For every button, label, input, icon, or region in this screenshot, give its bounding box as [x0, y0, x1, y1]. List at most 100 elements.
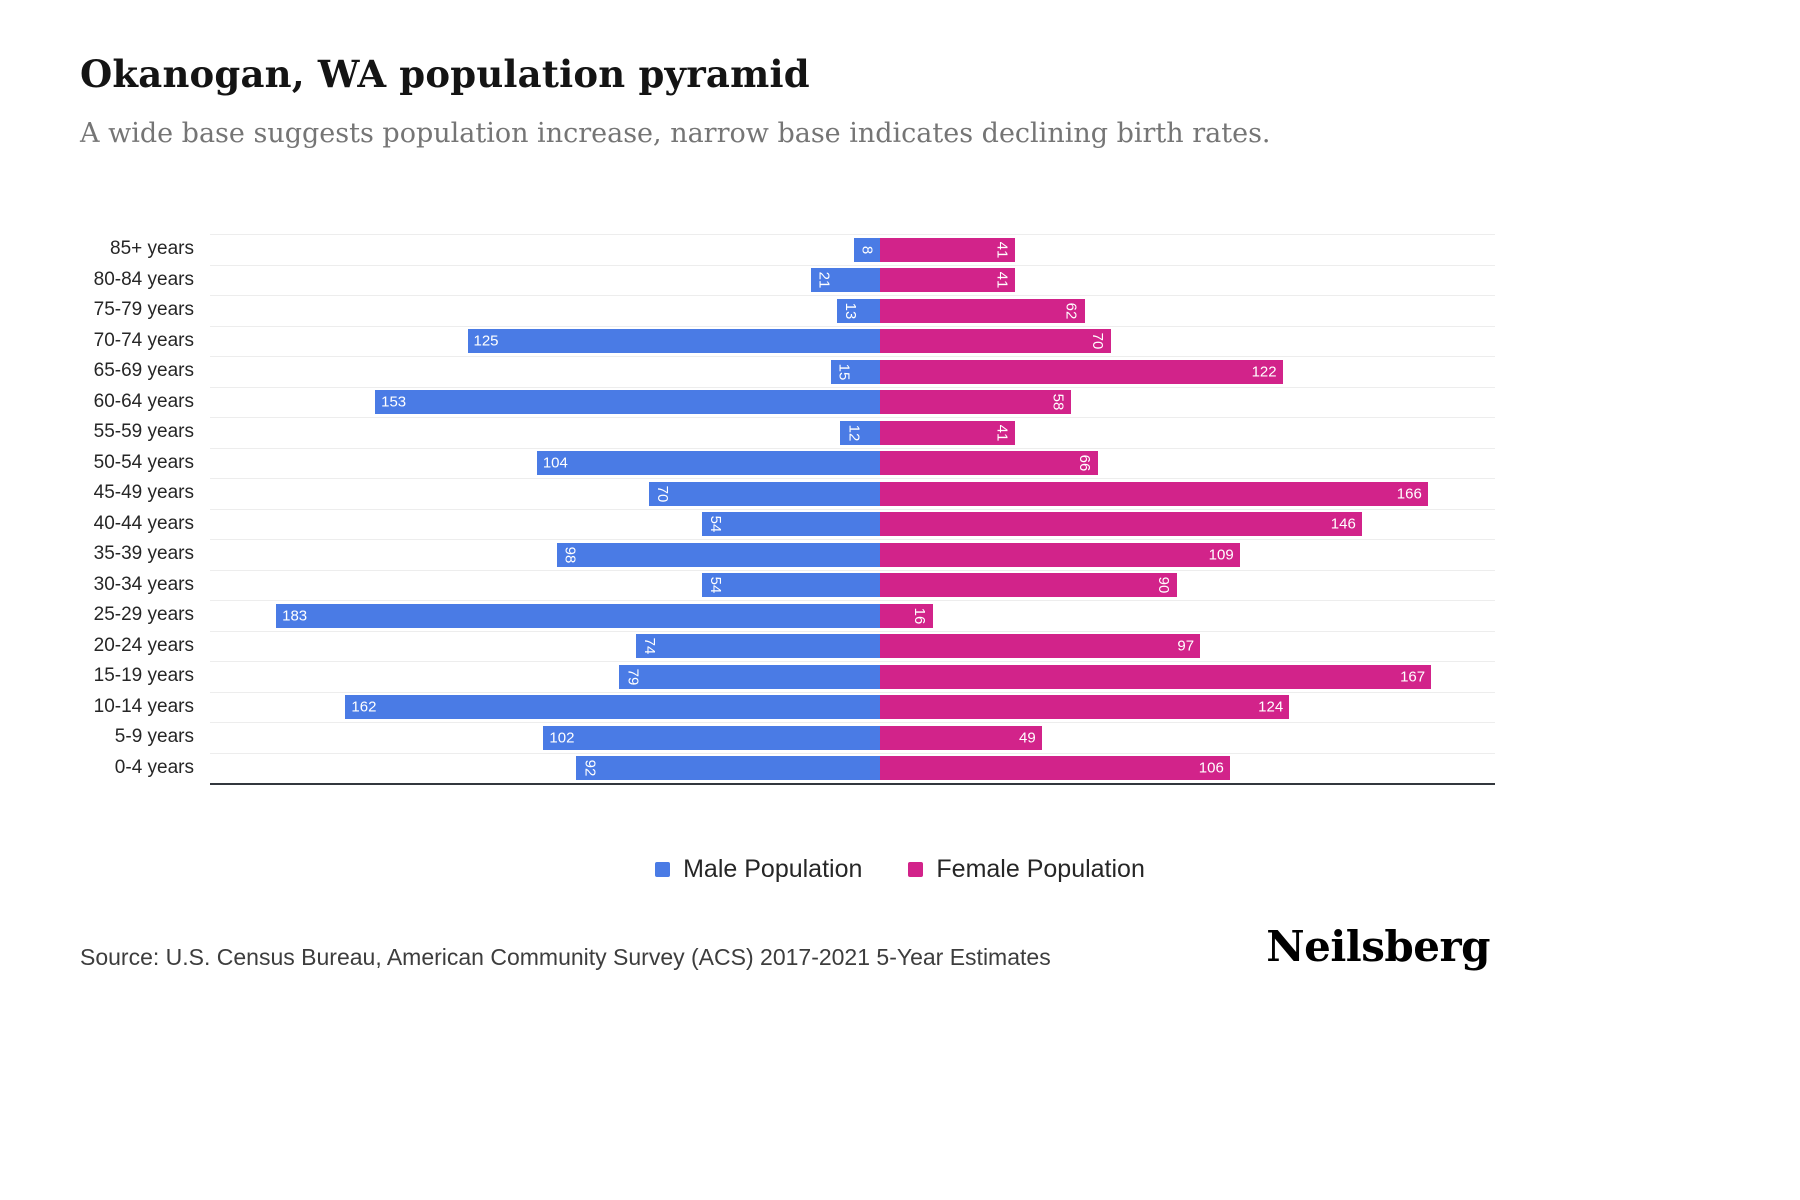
male-bar[interactable]: 70 [649, 481, 880, 506]
female-bar-value: 122 [1251, 363, 1277, 381]
male-bar[interactable]: 102 [543, 725, 880, 750]
male-bar-value: 54 [706, 515, 724, 533]
neilsberg-logo: Neilsberg [1266, 922, 1490, 971]
male-bar[interactable]: 74 [635, 634, 880, 659]
male-bar[interactable]: 125 [467, 329, 880, 354]
female-bar[interactable]: 16 [880, 603, 933, 628]
y-axis-label: 5-9 years [114, 726, 194, 747]
male-bar[interactable]: 15 [830, 359, 880, 384]
male-bar[interactable]: 104 [536, 451, 880, 476]
female-bar-value: 106 [1198, 759, 1224, 777]
female-bar[interactable]: 122 [880, 359, 1283, 384]
female-bar[interactable]: 124 [880, 695, 1290, 720]
male-bar[interactable]: 21 [810, 268, 880, 293]
male-bar-value: 183 [282, 607, 308, 625]
y-axis-label: 85+ years [110, 238, 194, 259]
chart-row: 85+ years 8 41 [80, 234, 1495, 265]
male-bar-value: 8 [858, 245, 876, 254]
female-bar-value: 124 [1258, 698, 1284, 716]
y-axis-label: 45-49 years [93, 482, 194, 503]
female-bar-value: 62 [1062, 302, 1080, 320]
chart-row: 50-54 years 104 66 [80, 447, 1495, 479]
chart-rows: 85+ years 8 41 80-84 years 21 41 75-79 years 13… [80, 234, 1495, 783]
chart-row: 55-59 years 12 41 [80, 417, 1495, 448]
y-axis-label: 60-64 years [93, 390, 194, 412]
female-bar[interactable]: 66 [880, 451, 1098, 476]
female-bar-value: 90 [1155, 576, 1172, 594]
female-bar-value: 41 [993, 241, 1011, 259]
y-axis-label: 50-54 years [93, 451, 194, 473]
male-bar-value: 79 [624, 668, 642, 686]
chart-row: 75-79 years 13 62 [80, 295, 1495, 326]
source-attribution: Source: U.S. Census Bureau, American Com… [80, 944, 1051, 970]
chart-row: 10-14 years 162 124 [80, 691, 1495, 723]
y-axis-label: 75-79 years [93, 299, 194, 320]
female-bar-value: 66 [1075, 454, 1093, 472]
female-bar[interactable]: 146 [880, 512, 1362, 537]
male-bar-value: 162 [351, 698, 377, 716]
y-axis-label: 10-14 years [93, 695, 194, 717]
female-bar-value: 41 [993, 424, 1011, 442]
female-bar-value: 70 [1089, 332, 1106, 350]
male-bar[interactable]: 98 [556, 542, 880, 567]
female-bar[interactable]: 166 [880, 481, 1428, 506]
female-bar[interactable]: 167 [880, 664, 1432, 689]
male-bar[interactable]: 8 [853, 237, 880, 262]
chart-legend: Male Population Female Population [0, 855, 1800, 884]
chart-row: 20-24 years 74 97 [80, 630, 1495, 662]
male-bar[interactable]: 92 [576, 756, 880, 781]
y-axis-label: 70-74 years [93, 329, 194, 351]
chart-row: 40-44 years 54 146 [80, 508, 1495, 540]
chart-row: 80-84 years 21 41 [80, 264, 1495, 296]
male-bar[interactable]: 79 [619, 664, 880, 689]
y-axis-label: 20-24 years [93, 634, 194, 656]
male-bar-value: 104 [542, 454, 568, 472]
male-bar[interactable]: 162 [345, 695, 880, 720]
y-axis-label: 55-59 years [93, 421, 194, 442]
x-axis-line [210, 783, 1495, 785]
chart-row: 60-64 years 153 58 [80, 386, 1495, 418]
female-bar[interactable]: 58 [880, 390, 1072, 415]
male-legend-swatch-icon [655, 862, 671, 877]
female-bar[interactable]: 62 [880, 298, 1085, 323]
y-axis-label: 15-19 years [93, 665, 194, 686]
female-bar[interactable]: 41 [880, 268, 1016, 293]
female-legend-swatch-icon [908, 862, 924, 877]
chart-row: 15-19 years 79 167 [80, 661, 1495, 692]
female-bar[interactable]: 97 [880, 634, 1201, 659]
chart-row: 25-29 years 183 16 [80, 600, 1495, 631]
legend-item-female[interactable]: Female Population [908, 855, 1145, 884]
y-axis-label: 65-69 years [93, 360, 194, 381]
female-bar[interactable]: 41 [880, 420, 1016, 445]
female-bar[interactable]: 109 [880, 542, 1240, 567]
male-bar[interactable]: 12 [840, 420, 880, 445]
male-bar[interactable]: 54 [701, 573, 880, 598]
female-bar[interactable]: 90 [880, 573, 1177, 598]
male-bar[interactable]: 183 [276, 603, 880, 628]
legend-label-female: Female Population [936, 855, 1145, 883]
chart-row: 35-39 years 98 109 [80, 539, 1495, 570]
legend-item-male[interactable]: Male Population [655, 855, 862, 884]
page-subtitle: A wide base suggests population increase… [80, 118, 1271, 149]
female-bar[interactable]: 106 [880, 756, 1230, 781]
chart-row: 0-4 years 92 106 [80, 752, 1495, 784]
y-axis-label: 25-29 years [93, 604, 194, 625]
female-bar[interactable]: 49 [880, 725, 1042, 750]
female-bar-value: 109 [1208, 546, 1234, 564]
y-axis-label: 40-44 years [93, 512, 194, 534]
female-bar-value: 97 [1177, 637, 1195, 655]
female-bar[interactable]: 41 [880, 237, 1016, 262]
female-bar-value: 146 [1330, 515, 1356, 533]
female-bar-value: 49 [1019, 729, 1036, 747]
female-bar[interactable]: 70 [880, 329, 1111, 354]
chart-row: 70-74 years 125 70 [80, 325, 1495, 357]
male-bar[interactable]: 153 [375, 390, 880, 415]
y-axis-label: 0-4 years [114, 756, 194, 778]
legend-label-male: Male Population [683, 855, 863, 883]
population-pyramid-chart: 85+ years 8 41 80-84 years 21 41 75-79 years 13… [80, 234, 1495, 785]
male-bar-value: 74 [640, 637, 658, 655]
page-title: Okanogan, WA population pyramid [80, 52, 810, 96]
male-bar[interactable]: 13 [837, 298, 880, 323]
male-bar[interactable]: 54 [701, 512, 880, 537]
chart-row: 65-69 years 15 122 [80, 356, 1495, 387]
